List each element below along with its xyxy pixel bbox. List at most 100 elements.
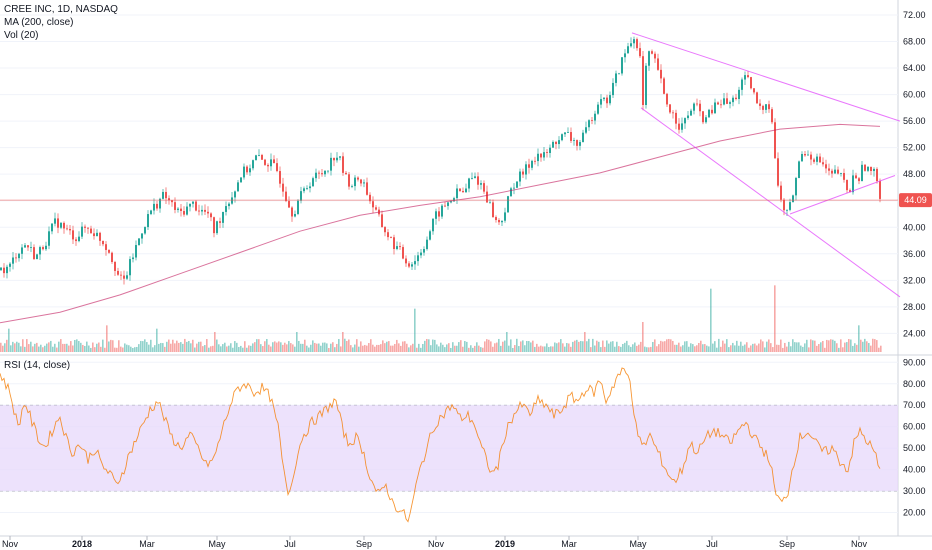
candle-body[interactable] [498,220,500,223]
candle-body[interactable] [210,213,212,218]
candle-body[interactable] [291,207,293,217]
candle-body[interactable] [171,200,173,203]
candle-body[interactable] [555,141,557,145]
candle-body[interactable] [141,233,143,239]
candle-body[interactable] [279,171,281,184]
legend-title[interactable]: CREE INC, 1D, NASDAQ [4,4,118,15]
candle-body[interactable] [711,109,713,114]
candle-body[interactable] [837,169,839,174]
candle-body[interactable] [417,255,419,262]
candle-body[interactable] [801,154,803,162]
candle-body[interactable] [240,177,242,183]
candle-body[interactable] [615,73,617,83]
candle-body[interactable] [513,187,515,189]
candle-body[interactable] [633,39,635,44]
candle-body[interactable] [387,232,389,238]
legend-rsi[interactable]: RSI (14, close) [4,360,71,371]
candle-body[interactable] [393,237,395,250]
candle-body[interactable] [222,211,224,223]
candle-body[interactable] [81,226,83,237]
candle-body[interactable] [804,154,806,156]
candle-body[interactable] [630,43,632,47]
candle-body[interactable] [444,205,446,207]
candle-body[interactable] [135,245,137,258]
candle-body[interactable] [321,173,323,175]
candle-body[interactable] [465,188,467,193]
candle-body[interactable] [42,247,44,250]
candle-body[interactable] [831,170,833,174]
candle-body[interactable] [309,186,311,189]
candle-body[interactable] [186,206,188,215]
candle-body[interactable] [12,257,14,264]
candle-body[interactable] [681,123,683,130]
candle-body[interactable] [33,247,35,260]
candle-body[interactable] [474,176,476,178]
candle-body[interactable] [207,211,209,214]
candle-body[interactable] [69,228,71,231]
candle-body[interactable] [753,88,755,93]
candle-body[interactable] [609,95,611,104]
candle-body[interactable] [288,201,290,208]
candle-body[interactable] [651,51,653,54]
candle-body[interactable] [111,252,113,262]
candle-body[interactable] [768,104,770,110]
candle-body[interactable] [201,209,203,212]
legend-ma[interactable]: MA (200, close) [4,17,74,28]
candle-body[interactable] [495,217,497,221]
candle-body[interactable] [540,153,542,158]
candle-body[interactable] [414,261,416,265]
candle-body[interactable] [582,132,584,143]
candle-body[interactable] [807,154,809,156]
candle-body[interactable] [492,202,494,218]
candle-body[interactable] [531,160,533,168]
candle-body[interactable] [114,261,116,271]
candle-body[interactable] [9,263,11,267]
candle-body[interactable] [381,214,383,228]
candle-body[interactable] [60,222,62,228]
candle-body[interactable] [6,266,8,274]
candle-body[interactable] [117,270,119,275]
candle-body[interactable] [39,247,41,255]
candle-body[interactable] [849,190,851,193]
candle-body[interactable] [333,157,335,161]
candle-body[interactable] [693,103,695,111]
candle-body[interactable] [78,236,80,242]
candle-body[interactable] [189,203,191,207]
candle-body[interactable] [366,182,368,195]
candle-body[interactable] [54,218,56,224]
legend-vol[interactable]: Vol (20) [4,30,39,41]
candle-body[interactable] [360,179,362,184]
candle-body[interactable] [30,247,32,248]
candle-body[interactable] [315,172,317,179]
candle-body[interactable] [399,246,401,248]
candle-body[interactable] [579,142,581,146]
candle-body[interactable] [483,183,485,192]
candle-body[interactable] [690,110,692,116]
candle-body[interactable] [24,245,26,248]
candle-body[interactable] [507,196,509,213]
candle-body[interactable] [816,156,818,162]
candle-body[interactable] [441,205,443,217]
candle-body[interactable] [549,147,551,153]
candle-body[interactable] [147,214,149,228]
candle-body[interactable] [708,109,710,118]
candle-body[interactable] [270,159,272,167]
candle-body[interactable] [129,259,131,276]
candle-body[interactable] [600,99,602,105]
candle-body[interactable] [714,102,716,114]
candle-body[interactable] [636,39,638,49]
candle-body[interactable] [729,102,731,104]
candle-body[interactable] [267,164,269,167]
candle-body[interactable] [15,257,17,259]
candle-body[interactable] [237,182,239,192]
candle-body[interactable] [786,209,788,211]
candle-body[interactable] [684,118,686,124]
candle-body[interactable] [330,157,332,171]
candle-body[interactable] [297,200,299,214]
candle-body[interactable] [51,223,53,232]
candle-body[interactable] [459,188,461,191]
candle-body[interactable] [429,231,431,240]
candle-body[interactable] [654,53,656,59]
candle-body[interactable] [477,176,479,185]
